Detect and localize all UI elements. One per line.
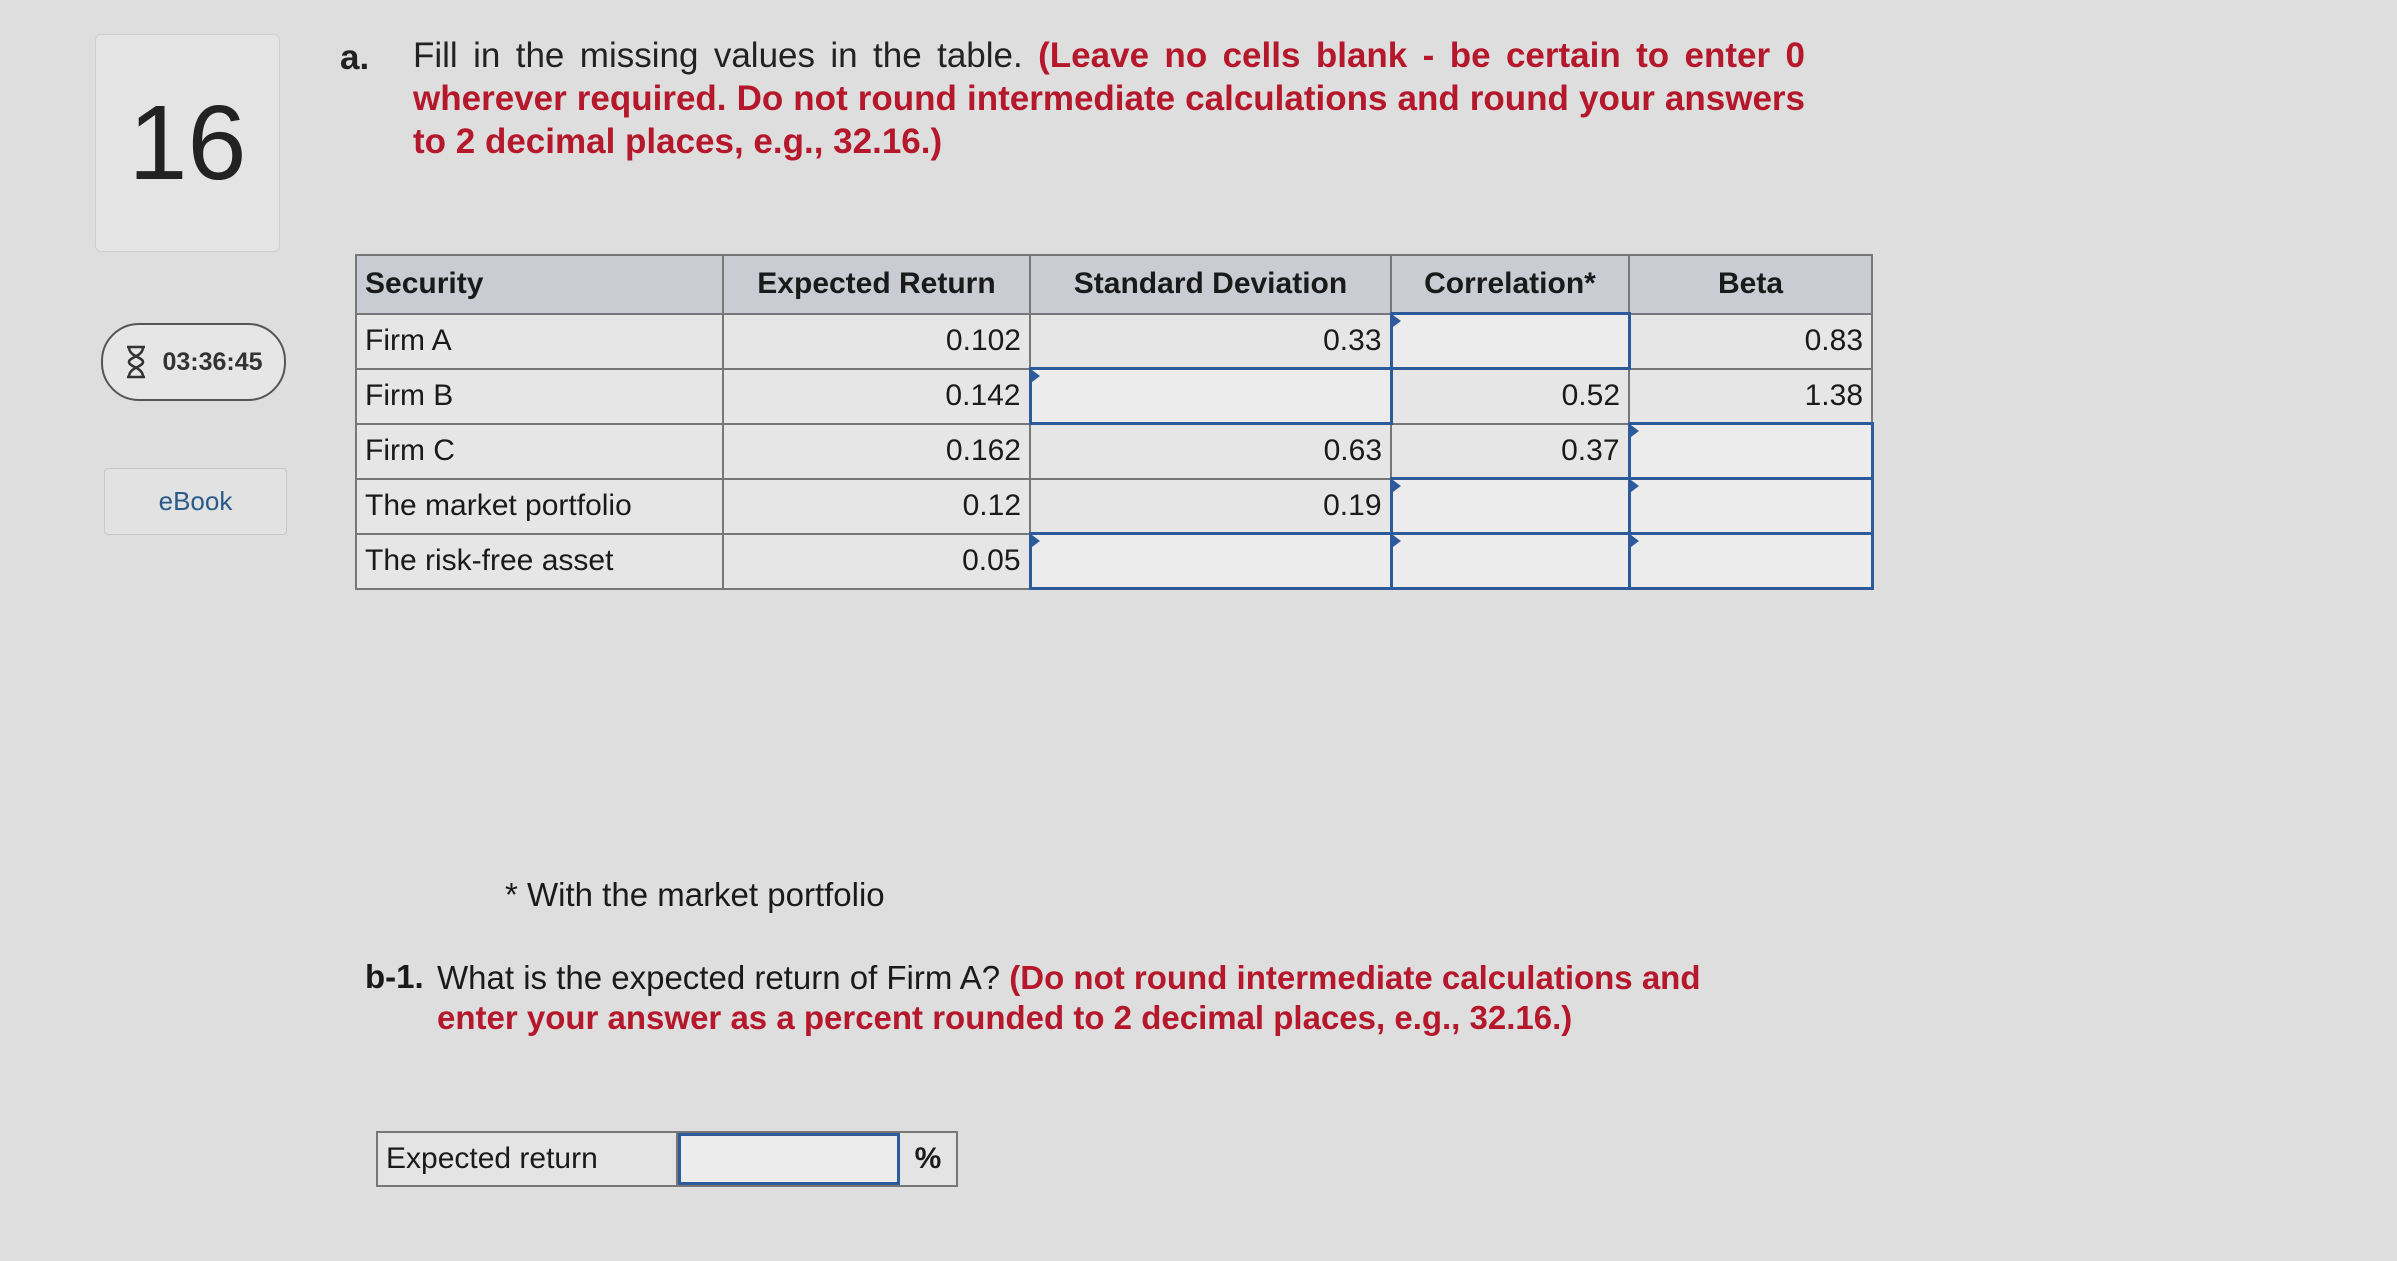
beta-input[interactable]	[1627, 422, 1874, 480]
expected-return: 0.162	[722, 422, 1031, 480]
expected-return-label: Expected return	[378, 1133, 678, 1185]
security-name: The risk-free asset	[355, 532, 724, 590]
table-row: Firm C 0.162 0.63 0.37	[355, 422, 1874, 480]
correlation: 0.52	[1390, 367, 1630, 425]
securities-table: Security Expected Return Standard Deviat…	[355, 254, 1874, 590]
percent-unit: %	[914, 1142, 942, 1175]
security-name: Firm A	[355, 312, 724, 370]
correlation-input[interactable]	[1389, 532, 1631, 590]
header-security: Security	[355, 254, 724, 315]
table-footnote: * With the market portfolio	[505, 876, 885, 913]
table-row: Firm B 0.142 0.52 1.38	[355, 367, 1873, 425]
expected-return: 0.142	[722, 367, 1031, 425]
correlation-input[interactable]	[1389, 477, 1631, 535]
part-a-label: a.	[340, 38, 370, 77]
beta-input[interactable]	[1627, 532, 1874, 590]
expected-return: 0.05	[722, 532, 1031, 590]
beta: 0.83	[1628, 312, 1873, 370]
std-dev: 0.33	[1029, 312, 1392, 370]
hourglass-icon	[127, 345, 146, 379]
std-dev: 0.63	[1029, 422, 1392, 480]
table-row: Firm A 0.102 0.33 0.83	[355, 312, 1873, 370]
table-row: The market portfolio 0.12 0.19	[355, 477, 1874, 535]
part-a-prompt: Fill in the missing values in the table.…	[413, 34, 1805, 163]
part-a-text: Fill in the missing values in the table.	[413, 36, 1023, 75]
std-dev-input[interactable]	[1028, 367, 1393, 425]
security-name: Firm C	[355, 422, 724, 480]
timer-value: 03:36:45	[162, 347, 263, 376]
timer[interactable]: 03:36:45	[101, 323, 286, 401]
security-name: The market portfolio	[355, 477, 724, 535]
table-header-row: Security Expected Return Standard Deviat…	[355, 254, 1873, 315]
std-dev: 0.19	[1029, 477, 1392, 535]
beta: 1.38	[1628, 367, 1873, 425]
header-beta: Beta	[1628, 254, 1873, 315]
table-row: The risk-free asset 0.05	[355, 532, 1874, 590]
expected-return: 0.102	[722, 312, 1031, 370]
correlation: 0.37	[1390, 422, 1630, 480]
part-b1-label: b-1.	[365, 958, 424, 995]
question-number: 16	[95, 34, 280, 252]
security-name: Firm B	[355, 367, 724, 425]
std-dev-input[interactable]	[1028, 532, 1393, 590]
expected-return: 0.12	[722, 477, 1031, 535]
part-b1-text: What is the expected return of Firm A?	[437, 959, 1001, 996]
part-b1-prompt: What is the expected return of Firm A? (…	[437, 958, 1737, 1038]
correlation-input[interactable]	[1389, 312, 1631, 370]
part-b1-instruction: (Do not round intermediate calculations …	[437, 959, 1701, 1036]
header-correlation: Correlation*	[1390, 254, 1630, 315]
ebook-button[interactable]: eBook	[104, 468, 287, 535]
part-a-instruction: (Leave no cells blank - be certain to en…	[413, 36, 1806, 161]
beta-input[interactable]	[1627, 477, 1874, 535]
header-expected-return: Expected Return	[722, 254, 1031, 315]
expected-return-answer: Expected return %	[376, 1131, 958, 1187]
header-standard-deviation: Standard Deviation	[1029, 254, 1392, 315]
expected-return-input[interactable]	[678, 1133, 900, 1185]
